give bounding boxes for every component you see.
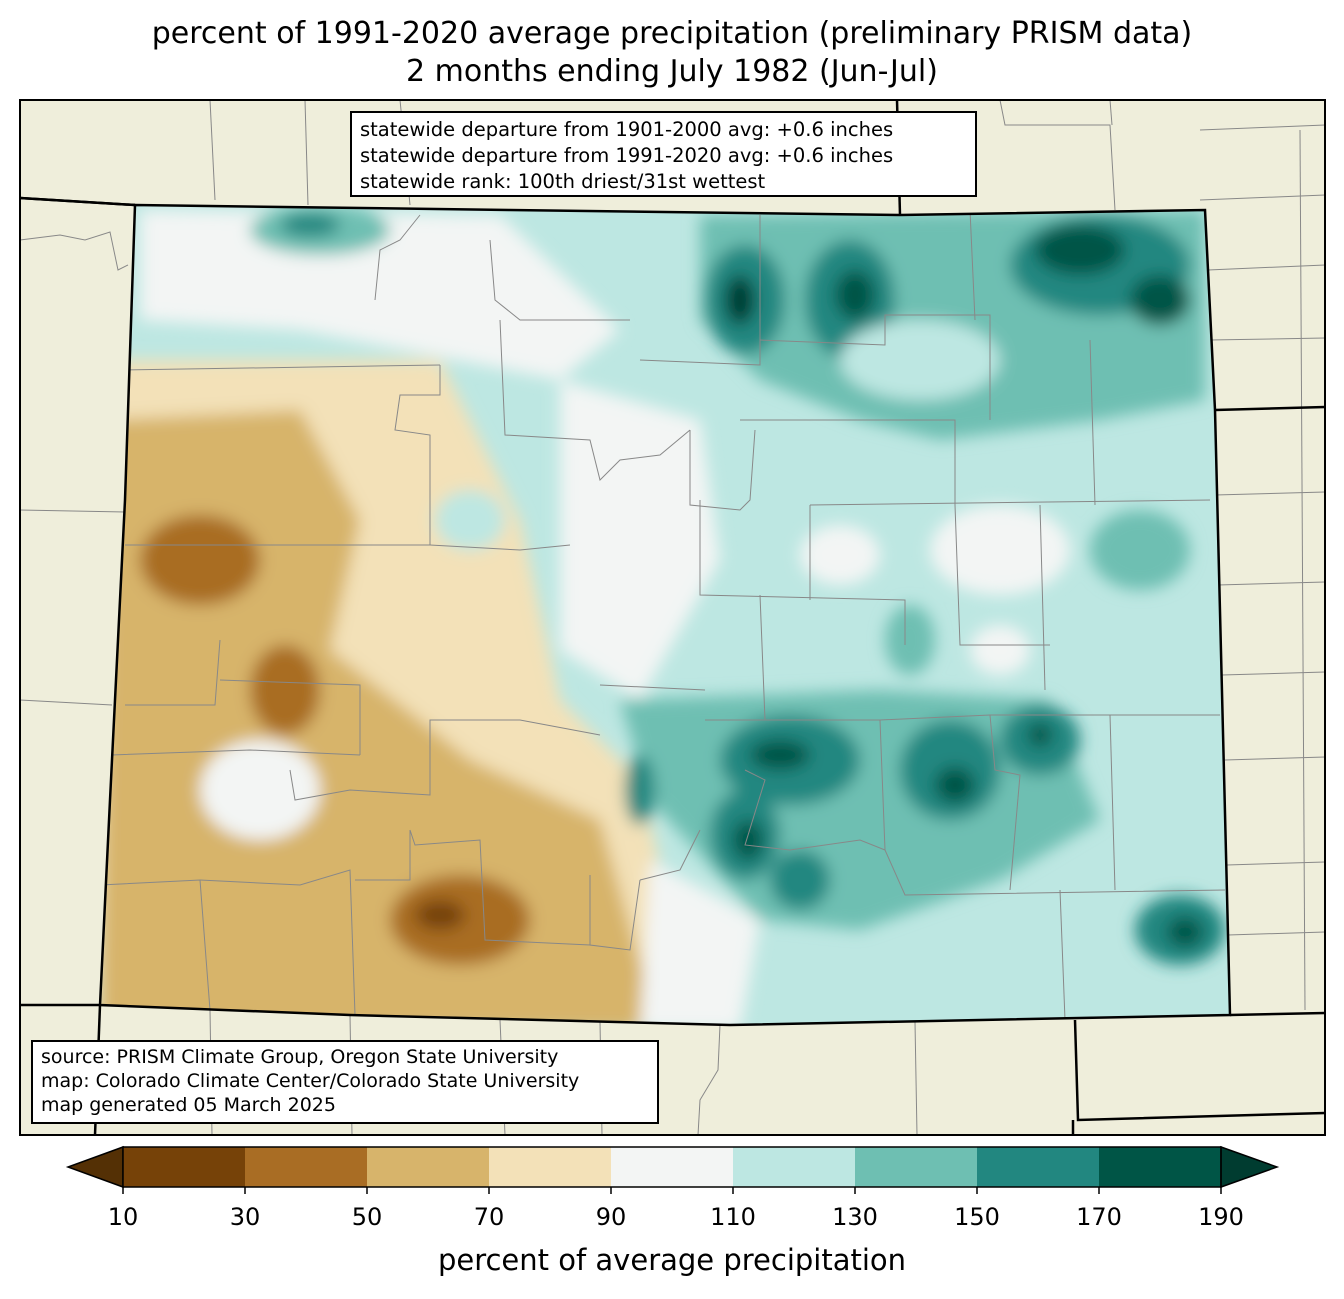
colorbar-extend-low — [65, 1145, 124, 1189]
colorbar-tick-label: 170 — [1076, 1203, 1122, 1231]
colorbar-segment-150-170 — [977, 1147, 1100, 1187]
source-map-credit: map: Colorado Climate Center/Colorado St… — [41, 1070, 580, 1092]
colorbar-tick-label: 70 — [473, 1203, 505, 1231]
stats-rank: statewide rank: 100th driest/31st wettes… — [360, 170, 766, 193]
colorado-county-lines — [100, 209, 1226, 1021]
colorbar-label: percent of average precipitation — [437, 1243, 907, 1277]
colorbar-segment-170-190 — [1099, 1147, 1222, 1187]
colorbar-extend-high — [1220, 1145, 1280, 1189]
colorbar-tick-label: 30 — [229, 1203, 261, 1231]
colorbar-tick-label: 90 — [595, 1203, 627, 1231]
colorbar-tick-label: 50 — [351, 1203, 383, 1231]
colorbar-segment-30-50 — [245, 1147, 368, 1187]
map-title-line1: percent of 1991-2020 average precipitati… — [151, 16, 1193, 51]
source-prism: source: PRISM Climate Group, Oregon Stat… — [41, 1046, 559, 1068]
colorbar-segment-110-130 — [733, 1147, 856, 1187]
stats-departure-1991-2020: statewide departure from 1991-2020 avg: … — [360, 144, 894, 167]
stats-departure-1901-2000: statewide departure from 1901-2000 avg: … — [360, 118, 894, 141]
colorbar-segment-70-90 — [489, 1147, 612, 1187]
source-box: source: PRISM Climate Group, Oregon Stat… — [31, 1040, 659, 1124]
colorbar-tick-label: 150 — [954, 1203, 1000, 1231]
colorbar-outline — [122, 1146, 1222, 1188]
colorbar-tick-label: 190 — [1198, 1203, 1244, 1231]
statewide-stats-box: statewide departure from 1901-2000 avg: … — [350, 111, 977, 197]
colorbar-tick-label: 130 — [832, 1203, 878, 1231]
colorbar-segment-130-150 — [855, 1147, 978, 1187]
colorbar-segment-10-30 — [123, 1147, 246, 1187]
colorbar-segment-90-110 — [611, 1147, 734, 1187]
colorbar-segment-50-70 — [367, 1147, 490, 1187]
precipitation-field — [100, 205, 1230, 1025]
map-title-line2: 2 months ending July 1982 (Jun-Jul) — [406, 54, 938, 89]
source-generated-date: map generated 05 March 2025 — [41, 1094, 336, 1116]
colorbar — [65, 1145, 1280, 1194]
colorbar-tick-label: 10 — [107, 1203, 139, 1231]
colorbar-tick-label: 110 — [710, 1203, 756, 1231]
map-frame-border — [19, 99, 1326, 1136]
